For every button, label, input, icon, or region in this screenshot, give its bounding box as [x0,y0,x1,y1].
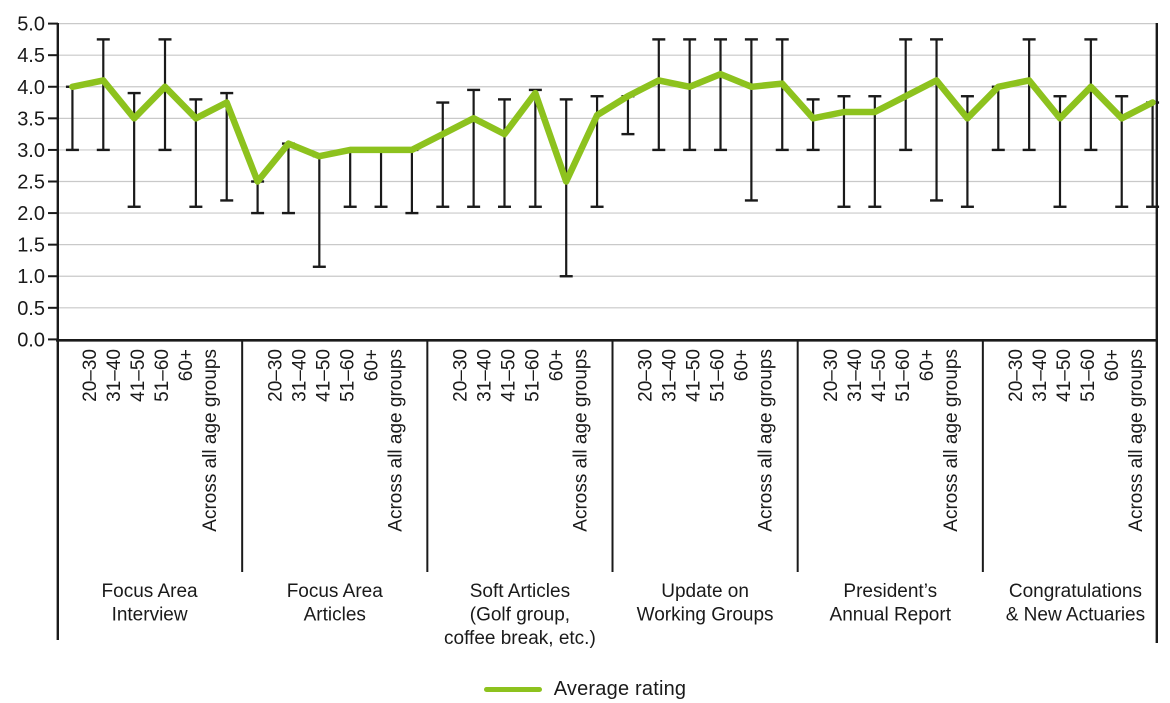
age-group-label: 60+ [176,349,197,381]
age-group-label: 31–40 [289,349,310,402]
y-axis-tick-label: 4.0 [17,77,45,99]
category-group-label: Congratulations [1009,581,1142,602]
y-axis-tick-label: 1.5 [17,235,45,257]
age-group-label: 20–30 [450,349,471,402]
age-group-label: 60+ [1102,349,1123,381]
y-axis-tick-label: 2.5 [17,172,45,194]
age-group-label: 41–50 [1054,349,1075,402]
age-group-label: 60+ [917,349,938,381]
category-group-label: & New Actuaries [1006,605,1145,626]
age-group-label: 51–60 [1078,349,1099,402]
age-group-label: 51–60 [522,349,543,402]
category-group-label: Focus Area [102,581,199,602]
age-group-label: 60+ [732,349,753,381]
legend-label: Average rating [553,678,687,700]
category-group-label: (Golf group, [470,605,570,626]
age-group-label: 41–50 [313,349,334,402]
legend: Average rating [0,676,1170,703]
y-axis-tick-label: 3.0 [17,140,45,162]
age-group-label: 41–50 [684,349,705,402]
age-group-label: 31–40 [660,349,681,402]
age-group-label: 31–40 [104,349,125,402]
category-group-label: Interview [112,605,188,626]
age-group-label: Across all age groups [756,349,777,532]
age-group-label: 20–30 [636,349,657,402]
age-group-label: 31–40 [1030,349,1051,402]
age-group-label: 20–30 [1006,349,1027,402]
y-axis-tick-label: 0.0 [17,329,45,351]
age-group-label: 60+ [361,349,382,381]
age-group-label: Across all age groups [570,349,591,532]
y-axis-tick-label: 2.0 [17,203,45,225]
category-group-label: Annual Report [830,605,952,626]
age-group-label: 51–60 [708,349,729,402]
y-axis-tick-label: 0.5 [17,298,45,320]
age-group-label: Across all age groups [1126,349,1147,532]
age-group-label: 41–50 [498,349,519,402]
y-axis-tick-label: 5.0 [17,14,45,36]
age-group-label: 51–60 [152,349,173,402]
category-group-label: Soft Articles [470,581,570,602]
age-group-label: Across all age groups [385,349,406,532]
age-group-label: 31–40 [474,349,495,402]
y-axis-tick-label: 4.5 [17,45,45,67]
category-group-label: Update on [661,581,749,602]
category-group-label: Focus Area [287,581,384,602]
age-group-label: 41–50 [869,349,890,402]
y-axis-tick-label: 3.5 [17,108,45,130]
age-group-label: 60+ [546,349,567,381]
age-group-label: 20–30 [821,349,842,402]
age-group-label: 51–60 [893,349,914,402]
average-rating-line [69,70,1156,185]
age-group-label: 31–40 [845,349,866,402]
category-group-label: Working Groups [637,605,774,626]
y-axis-tick-label: 1.0 [17,266,45,288]
category-group-label: Articles [304,605,366,626]
category-group-label: coffee break, etc.) [444,628,596,649]
age-group-label: 20–30 [265,349,286,402]
age-group-label: Across all age groups [200,349,221,532]
legend-line-swatch [483,686,542,693]
age-group-label: 51–60 [337,349,358,402]
age-group-label: Across all age groups [941,349,962,532]
category-group-label: President’s [843,581,937,602]
age-group-label: 20–30 [80,349,101,402]
age-group-label: 41–50 [128,349,149,402]
